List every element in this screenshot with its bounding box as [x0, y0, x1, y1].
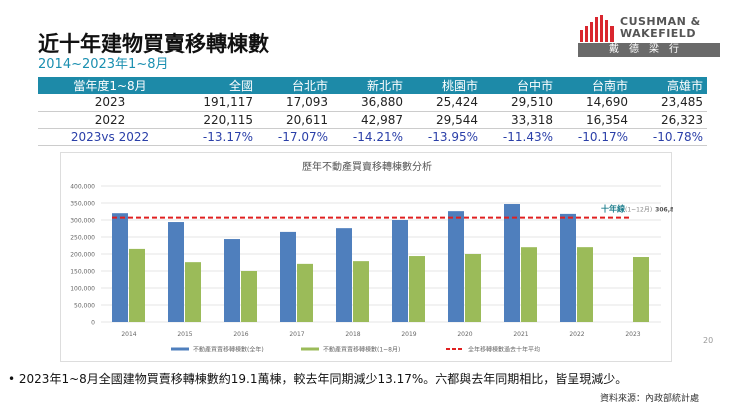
bar-full-year-2014: [112, 213, 128, 322]
logo-bars-icon: [580, 15, 614, 42]
column-header: 新北市: [332, 77, 407, 94]
bar-jan-aug-2016: [241, 271, 257, 322]
table-cell: -13.95%: [407, 128, 482, 146]
bar-full-year-2018: [336, 228, 352, 322]
x-tick-label: 2020: [457, 331, 472, 338]
table-cell: -17.07%: [257, 128, 332, 146]
table-cell: 33,318: [482, 111, 557, 129]
table-cell: -10.17%: [557, 128, 632, 146]
table-cell: 29,544: [407, 111, 482, 129]
legend-label: 不動產買賣移轉棟數(全年): [193, 346, 264, 354]
column-header: 台北市: [257, 77, 332, 94]
bar-jan-aug-2018: [353, 261, 369, 322]
table-cell: 29,510: [482, 94, 557, 112]
table-cell: 220,115: [182, 111, 257, 129]
table-cell: 26,323: [632, 111, 707, 129]
bar-jan-aug-2017: [297, 263, 313, 322]
x-tick-label: 2023: [625, 331, 640, 338]
table-cell: -10.78%: [632, 128, 707, 146]
chart-container: 歷年不動產買賣移轉棟數分析 0 50,000 100,000 150,000 200,00…: [60, 152, 683, 362]
transfer-table: 當年度1~8月 全國 台北市 新北市 桃園市 台中市 台南市 高雄市 2023 191,117 1…: [38, 77, 707, 146]
y-tick-label: 350,000: [70, 201, 95, 208]
table-cell: 25,424: [407, 94, 482, 112]
table-cell: 23,485: [632, 94, 707, 112]
table-cell: 2023: [38, 94, 182, 112]
y-tick-label: 300,000: [70, 218, 95, 225]
page-title: 近十年建物買賣移轉棟數: [38, 32, 269, 56]
table-cell: 16,354: [557, 111, 632, 129]
cushman-wakefield-logo: CUSHMAN & WAKEFIELD 戴德梁行: [578, 14, 728, 58]
table-cell: 42,987: [332, 111, 407, 129]
bar-full-year-2015: [168, 222, 184, 322]
x-tick-label: 2019: [401, 331, 416, 338]
bar-jan-aug-2023: [633, 257, 649, 322]
ten-year-label-main: 十年線: [601, 204, 625, 214]
table-row: 2022 220,115 20,611 42,987 29,544 33,318 16,35…: [38, 111, 707, 129]
bar-jan-aug-2020: [465, 254, 481, 322]
column-header: 全國: [182, 77, 257, 94]
x-tick-label: 2014: [121, 331, 136, 338]
x-tick-label: 2021: [513, 331, 528, 338]
bar-jan-aug-2022: [577, 247, 593, 322]
page-number: 20: [703, 336, 714, 345]
column-header: 台中市: [482, 77, 557, 94]
ten-year-label: 十年線(1~12月)306,831: [601, 204, 673, 214]
summary-text: 2023年1~8月全國建物買賣移轉棟數約19.1萬棟，較去年同期減少13.17%…: [18, 372, 628, 386]
bar-full-year-2021: [504, 204, 520, 322]
x-tick-label: 2015: [177, 331, 192, 338]
table-cell: 36,880: [332, 94, 407, 112]
bar-jan-aug-2014: [129, 248, 145, 322]
x-tick-label: 2017: [289, 331, 304, 338]
summary-bullet: • 2023年1~8月全國建物買賣移轉棟數約19.1萬棟，較去年同期減少13.1…: [8, 372, 628, 386]
table-cell: -13.17%: [182, 128, 257, 146]
table-cell: 20,611: [257, 111, 332, 129]
table-cell: 2023vs 2022: [38, 128, 182, 146]
bar-full-year-2020: [448, 211, 464, 322]
source-note: 資料來源：內政部統計處: [600, 394, 700, 404]
table-cell: 17,093: [257, 94, 332, 112]
bar-full-year-2019: [392, 220, 408, 322]
legend-label: 不動產買賣移轉棟數(1~8月): [323, 346, 400, 354]
logo-chinese: 戴德梁行: [578, 43, 720, 57]
table-cell: 191,117: [182, 94, 257, 112]
ten-year-label-sub: (1~12月): [625, 207, 652, 214]
y-tick-label: 200,000: [70, 252, 95, 259]
y-tick-label: 150,000: [70, 269, 95, 276]
y-tick-label: 250,000: [70, 235, 95, 242]
y-tick-label: 50,000: [74, 303, 95, 310]
ten-year-label-value: 306,831: [655, 207, 673, 214]
bar-full-year-2016: [224, 239, 240, 322]
legend-label: 全年移轉棟數過去十年平均: [468, 346, 540, 354]
y-tick-label: 100,000: [70, 286, 95, 293]
bar-full-year-2017: [280, 231, 296, 322]
logo-line2: WAKEFIELD: [620, 27, 696, 40]
table-cell: -11.43%: [482, 128, 557, 146]
column-header: 桃園市: [407, 77, 482, 94]
table-row: 2023 191,117 17,093 36,880 25,424 29,510 14,69…: [38, 94, 707, 112]
y-tick-label: 400,000: [70, 184, 95, 191]
bar-full-year-2022: [560, 213, 576, 322]
logo-line1: CUSHMAN &: [620, 15, 701, 28]
table-cell: -14.21%: [332, 128, 407, 146]
bar-jan-aug-2015: [185, 262, 201, 322]
bar-chart: 歷年不動產買賣移轉棟數分析 0 50,000 100,000 150,000 200,00…: [70, 160, 682, 354]
x-tick-label: 2016: [233, 331, 248, 338]
table-row: 2023vs 2022 -13.17% -17.07% -14.21% -13.95% -…: [38, 128, 707, 146]
y-tick-label: 0: [91, 320, 95, 327]
x-tick-label: 2022: [569, 331, 584, 338]
table-cell: 14,690: [557, 94, 632, 112]
column-header: 高雄市: [632, 77, 707, 94]
chart-title: 歷年不動產買賣移轉棟數分析: [302, 160, 432, 173]
page-subtitle: 2014~2023年1~8月: [38, 57, 169, 72]
column-header: 台南市: [557, 77, 632, 94]
column-header: 當年度1~8月: [38, 77, 182, 94]
table-cell: 2022: [38, 111, 182, 129]
bar-jan-aug-2019: [409, 256, 425, 322]
bar-jan-aug-2021: [521, 247, 537, 322]
x-tick-label: 2018: [345, 331, 360, 338]
